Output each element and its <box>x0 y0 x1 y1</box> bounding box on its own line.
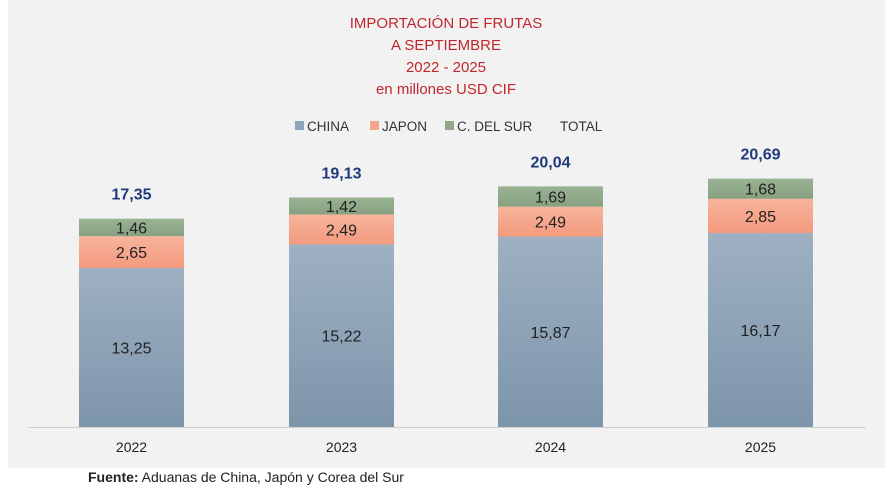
total-label: 17,35 <box>111 187 151 204</box>
bar-china-2024 <box>498 236 603 427</box>
bar-c-del-sur-2024 <box>498 186 603 207</box>
bar-china-2023 <box>289 244 394 427</box>
legend-swatch-japon <box>370 121 379 130</box>
legend-label: C. DEL SUR <box>457 119 533 134</box>
bar-c-del-sur-2022 <box>79 218 184 237</box>
data-label: 2,65 <box>116 245 147 262</box>
legend-label: JAPON <box>382 119 427 134</box>
data-label: 1,46 <box>116 220 147 237</box>
chart-title-line: en millones USD CIF <box>376 81 516 98</box>
legend-swatch-c-del-sur <box>445 121 454 130</box>
stacked-bar-chart: IMPORTACIÓN DE FRUTAS A SEPTIEMBRE 2022 - … <box>8 0 885 468</box>
legend-label-total: TOTAL <box>560 119 603 134</box>
bar-japon-2025 <box>708 198 813 233</box>
bar-japon-2022 <box>79 236 184 268</box>
data-label: 2,49 <box>326 222 357 239</box>
x-tick-label: 2025 <box>745 439 776 455</box>
bar-china-2025 <box>708 232 813 427</box>
data-label: 2,85 <box>745 209 776 226</box>
bar-japon-2024 <box>498 206 603 237</box>
source-text: Aduanas de China, Japón y Corea del Sur <box>138 469 404 485</box>
x-tick-label: 2022 <box>116 439 147 455</box>
data-label: 2,49 <box>535 215 566 232</box>
legend-swatch-china <box>295 121 304 130</box>
total-label: 20,04 <box>530 154 570 171</box>
x-tick-label: 2024 <box>535 439 566 455</box>
chart-title-line: A SEPTIEMBRE <box>391 37 501 54</box>
bar-c-del-sur-2023 <box>289 197 394 215</box>
data-label: 15,87 <box>530 325 570 342</box>
total-label: 20,69 <box>740 147 780 164</box>
data-label: 16,17 <box>740 323 780 340</box>
legend-label: CHINA <box>307 119 349 134</box>
data-label: 13,25 <box>111 341 151 358</box>
bar-china-2022 <box>79 268 184 427</box>
chart-title-line: IMPORTACIÓN DE FRUTAS <box>350 15 543 32</box>
source-note: Fuente: Aduanas de China, Japón y Corea … <box>88 469 404 485</box>
bar-japon-2023 <box>289 214 394 245</box>
data-label: 15,22 <box>321 329 361 346</box>
bar-c-del-sur-2025 <box>708 178 813 199</box>
data-label: 1,68 <box>745 182 776 199</box>
total-label: 19,13 <box>321 165 361 182</box>
source-label: Fuente: <box>88 469 139 485</box>
chart-title-line: 2022 - 2025 <box>406 59 486 76</box>
x-tick-label: 2023 <box>326 439 357 455</box>
data-label: 1,42 <box>326 199 357 216</box>
data-label: 1,69 <box>535 190 566 207</box>
